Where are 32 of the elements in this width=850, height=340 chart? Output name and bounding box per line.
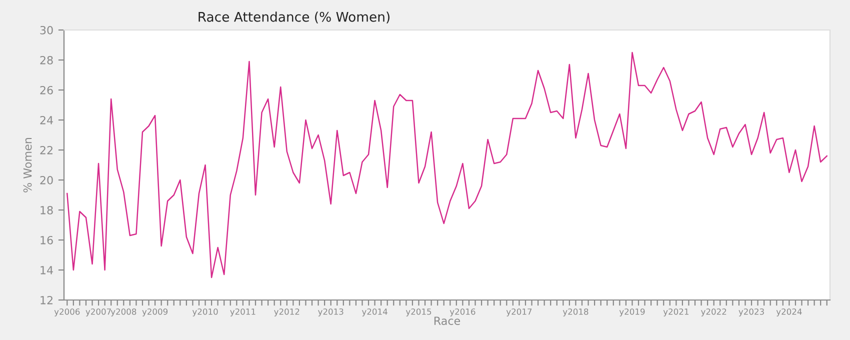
x-tick-label: y2008 xyxy=(110,308,136,316)
y-tick-label: 16 xyxy=(40,236,53,244)
x-tick-label: y2024 xyxy=(776,308,802,316)
x-tick-label: y2022 xyxy=(701,308,726,316)
x-tick-label: y2009 xyxy=(142,308,168,316)
y-tick-label: 14 xyxy=(40,266,53,274)
x-tick-label: y2012 xyxy=(274,308,300,316)
y-tick-label: 24 xyxy=(40,116,53,124)
y-tick-label: 20 xyxy=(40,176,53,184)
x-tick-label: y2023 xyxy=(738,308,764,316)
x-tick-label: y2011 xyxy=(230,308,256,316)
x-tick-label: y2006 xyxy=(54,308,80,316)
y-tick-label: 22 xyxy=(40,146,52,154)
x-tick-label: y2010 xyxy=(192,308,218,316)
chart-title: Race Attendance (% Women) xyxy=(198,12,390,24)
x-tick-label: y2013 xyxy=(318,308,344,316)
x-tick-label: y2017 xyxy=(506,308,532,316)
x-tick-label: y2016 xyxy=(450,308,476,316)
y-axis-title: % Women xyxy=(23,138,32,192)
x-tick-label: y2014 xyxy=(362,308,388,316)
x-tick-label: y2018 xyxy=(562,308,588,316)
y-tick-label: 30 xyxy=(40,26,53,34)
line-series xyxy=(66,52,828,278)
y-tick-label: 12 xyxy=(40,296,52,304)
x-tick-label: y2007 xyxy=(86,308,111,316)
y-tick-label: 26 xyxy=(40,86,53,94)
y-tick-label: 28 xyxy=(40,56,53,64)
x-axis-title: Race xyxy=(434,316,460,325)
x-tick-label: y2021 xyxy=(663,308,688,316)
x-tick-label: y2019 xyxy=(619,308,645,316)
y-tick-label: 18 xyxy=(40,206,53,214)
x-tick-label: y2015 xyxy=(406,308,432,316)
